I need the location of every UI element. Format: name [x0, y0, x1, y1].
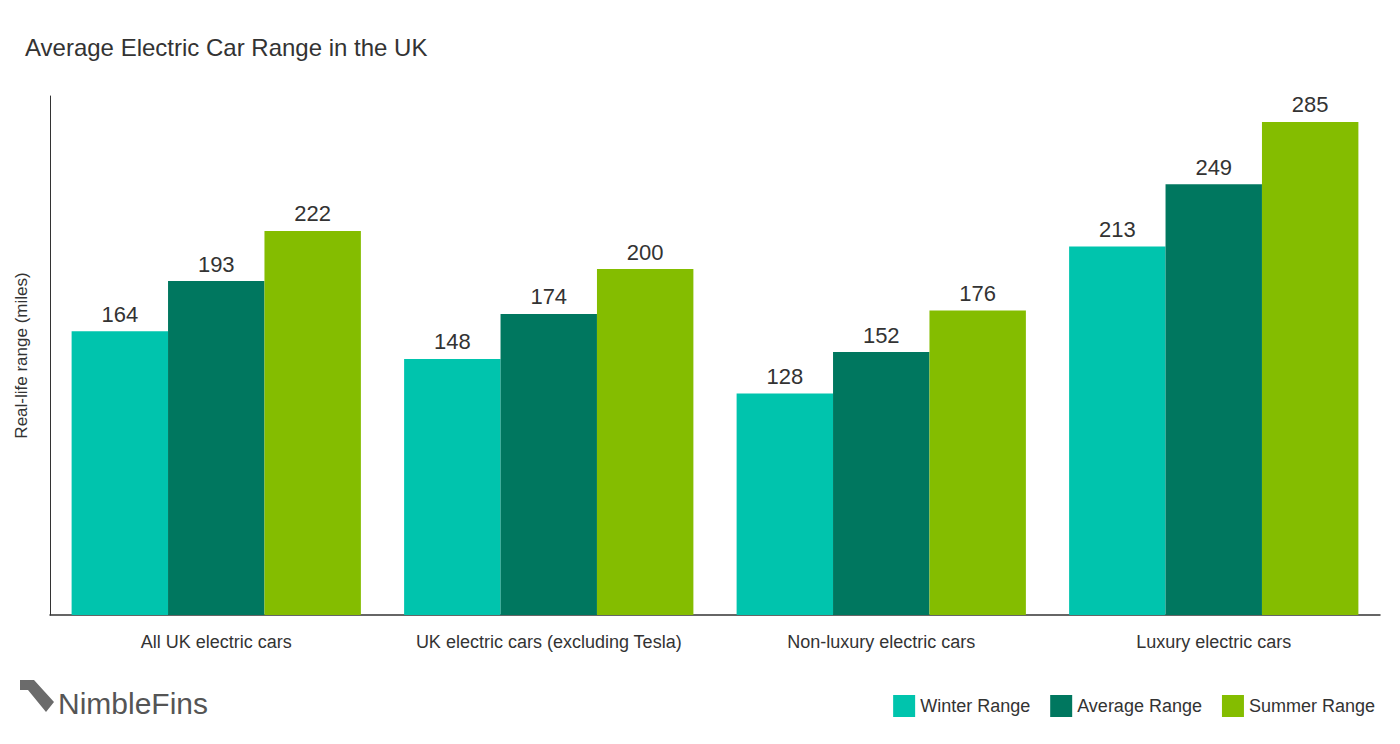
- svg-text:Non-luxury electric cars: Non-luxury electric cars: [787, 632, 975, 652]
- svg-text:UK electric cars (excluding Te: UK electric cars (excluding Tesla): [416, 632, 682, 652]
- svg-text:213: 213: [1099, 217, 1136, 242]
- svg-text:174: 174: [530, 284, 567, 309]
- svg-text:Summer Range: Summer Range: [1249, 696, 1375, 716]
- svg-text:Real-life range (miles): Real-life range (miles): [12, 272, 31, 438]
- svg-text:164: 164: [101, 302, 138, 327]
- svg-text:176: 176: [959, 281, 996, 306]
- svg-text:249: 249: [1195, 155, 1232, 180]
- svg-text:Average Electric Car Range in: Average Electric Car Range in the UK: [25, 34, 427, 61]
- svg-text:200: 200: [627, 240, 664, 265]
- svg-text:Average Range: Average Range: [1077, 696, 1202, 716]
- svg-text:285: 285: [1292, 92, 1329, 117]
- svg-text:All UK electric cars: All UK electric cars: [141, 632, 292, 652]
- svg-text:Winter Range: Winter Range: [920, 696, 1030, 716]
- svg-text:NimbleFins: NimbleFins: [58, 687, 208, 720]
- svg-text:193: 193: [198, 252, 235, 277]
- svg-text:148: 148: [434, 329, 471, 354]
- svg-text:128: 128: [766, 364, 803, 389]
- svg-text:222: 222: [294, 201, 331, 226]
- svg-text:Luxury electric cars: Luxury electric cars: [1136, 632, 1291, 652]
- svg-text:152: 152: [863, 323, 900, 348]
